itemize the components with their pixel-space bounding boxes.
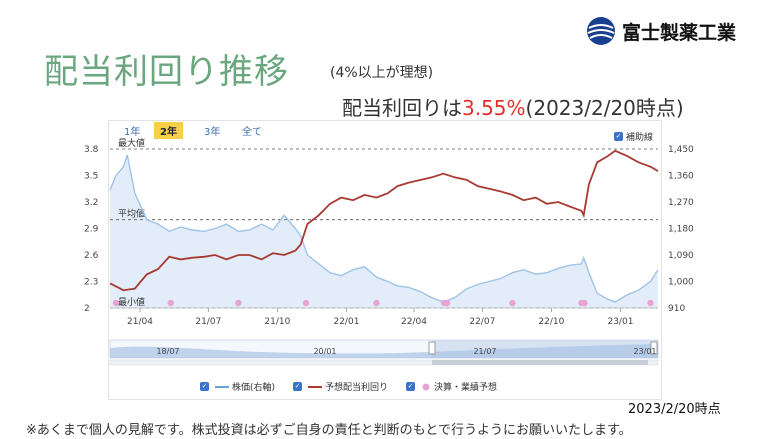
page-title: 配当利回り推移 — [44, 52, 289, 92]
page-subtitle: (4%以上が理想) — [330, 65, 434, 81]
legend-item-yield[interactable]: ✓ 予想配当利回り — [293, 380, 388, 393]
x-axis-tick-label: 22/01 — [333, 317, 359, 327]
legend-label-earnings: 決算・業績予想 — [434, 383, 498, 393]
dot-swatch-icon — [422, 383, 430, 390]
earnings-marker — [509, 299, 516, 307]
earnings-marker — [647, 299, 654, 307]
checkbox-icon[interactable]: ✓ — [406, 382, 416, 391]
reference-label-2: 最小値 — [118, 296, 145, 308]
range-button-1y[interactable]: 1年 — [124, 127, 141, 138]
x-axis-tick-label: 22/07 — [469, 317, 495, 327]
line-swatch-icon — [215, 385, 229, 388]
earnings-marker — [302, 299, 310, 307]
right-axis-tick-label: 1,270 — [668, 198, 694, 208]
x-axis-tick-label: 21/04 — [127, 317, 153, 327]
as-of-date: 2023/2/20時点 — [628, 402, 721, 417]
navigator-scroll-thumb — [432, 360, 648, 365]
earnings-marker — [235, 299, 242, 307]
x-axis-tick-label: 21/07 — [195, 317, 221, 327]
legend-item-price[interactable]: ✓ 株価(右軸) — [200, 380, 275, 393]
range-button-3y[interactable]: 3年 — [204, 127, 221, 138]
range-button-2y[interactable]: 2年 — [154, 122, 183, 139]
line-swatch-icon — [308, 385, 323, 388]
aux-line-label: 補助線 — [626, 133, 654, 143]
checkbox-icon[interactable]: ✓ — [614, 132, 623, 141]
navigator-label: 20/01 — [313, 347, 336, 356]
reference-label-0: 最大値 — [118, 137, 145, 149]
reference-label-1: 平均値 — [118, 208, 145, 220]
checkbox-icon[interactable]: ✓ — [293, 382, 303, 391]
right-axis-tick-label: 1,450 — [668, 145, 694, 155]
legend-item-earnings[interactable]: ✓ 決算・業績予想 — [406, 380, 497, 393]
disclaimer-text: ※あくまで個人の見解です。株式投資は必ずご自身の責任と判断のもとで行うようにお願… — [26, 423, 632, 438]
price-line — [109, 154, 659, 303]
navigator-series — [110, 344, 658, 358]
current-yield-line: 配当利回りは3.55%(2023/2/20時点) — [342, 92, 684, 121]
navigator-label: 21/07 — [473, 347, 496, 356]
price-area — [110, 154, 658, 308]
right-axis-tick-label: 910 — [668, 304, 685, 314]
legend-label-yield: 予想配当利回り — [325, 383, 389, 393]
company-logo: 富士製薬工業 — [586, 14, 736, 48]
yield-suffix: (2023/2/20時点) — [525, 96, 684, 120]
left-axis-tick-label: 2.3 — [84, 278, 98, 288]
x-axis-tick-label: 21/10 — [264, 317, 290, 327]
left-axis-tick-label: 2.6 — [84, 251, 99, 261]
navigator-handle-left — [428, 341, 436, 355]
navigator-scrollbar — [109, 359, 659, 366]
navigator-handle-right — [650, 341, 658, 355]
earnings-marker — [581, 299, 588, 307]
aux-line-toggle[interactable]: ✓ 補助線 — [614, 130, 653, 143]
right-axis-tick-label: 1,000 — [668, 278, 694, 288]
navigator-label: 18/07 — [156, 347, 179, 356]
right-axis-tick-label: 1,360 — [668, 172, 694, 182]
earnings-marker — [443, 299, 451, 307]
earnings-marker — [373, 299, 380, 307]
x-axis-tick-label: 22/04 — [401, 317, 427, 327]
chart-legend: ✓ 株価(右軸) ✓ 予想配当利回り ✓ 決算・業績予想 — [200, 380, 497, 393]
company-name: 富士製薬工業 — [622, 21, 737, 44]
x-axis-tick-label: 23/01 — [607, 317, 633, 327]
right-axis-tick-label: 1,090 — [668, 251, 694, 261]
legend-label-price: 株価(右軸) — [232, 383, 276, 393]
x-axis-tick-label: 22/10 — [538, 317, 564, 327]
left-axis-tick-label: 3.8 — [84, 145, 99, 155]
yield-prefix: 配当利回りは — [342, 96, 462, 120]
left-axis-tick-label: 2.9 — [84, 225, 99, 235]
earnings-marker — [167, 299, 175, 307]
range-button-all[interactable]: 全て — [242, 127, 262, 138]
checkbox-icon[interactable]: ✓ — [200, 382, 209, 391]
earnings-marker — [112, 299, 120, 307]
left-axis-tick-label: 3.2 — [84, 198, 98, 208]
left-axis-tick-label: 2 — [84, 304, 90, 314]
yield-line — [109, 149, 659, 292]
right-axis-tick-label: 1,180 — [668, 225, 694, 235]
yield-value: 3.55% — [462, 96, 526, 120]
left-axis-tick-label: 3.5 — [84, 172, 98, 182]
globe-icon — [587, 17, 615, 45]
navigator-label: 23/01 — [633, 347, 656, 356]
